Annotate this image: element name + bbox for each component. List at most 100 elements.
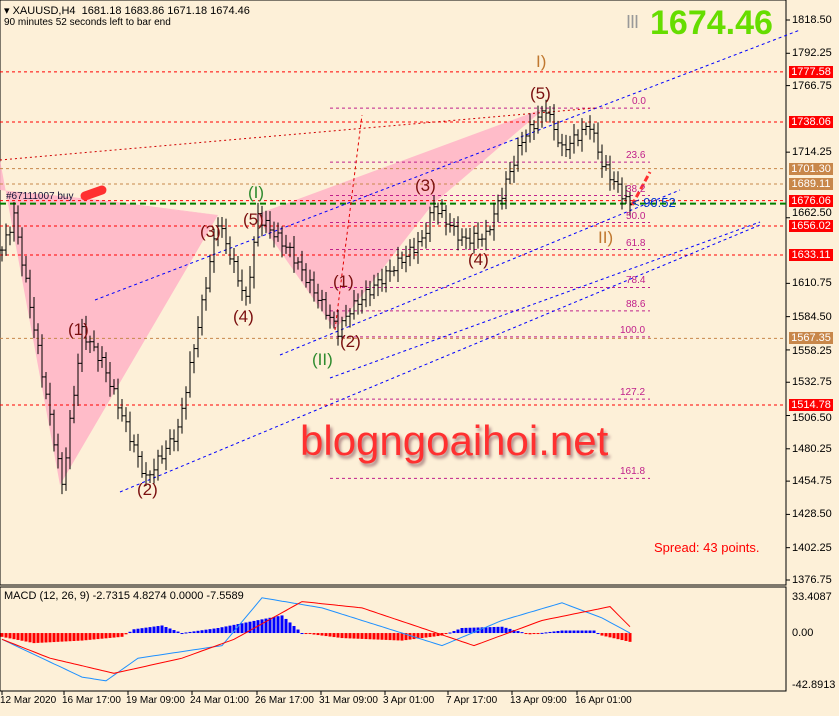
macd-histogram-bar <box>308 633 312 635</box>
macd-histogram-bar <box>188 631 192 634</box>
macd-histogram-bar <box>68 633 72 642</box>
macd-histogram-bar <box>428 633 432 638</box>
macd-histogram-bar <box>52 633 56 643</box>
macd-histogram-bar <box>176 631 180 634</box>
macd-histogram-bar <box>388 633 392 641</box>
macd-label: MACD (12, 26, 9) -2.7315 4.8274 0.0000 -… <box>4 590 244 602</box>
macd-histogram-bar <box>280 615 284 634</box>
macd-histogram-bar <box>484 627 488 634</box>
price-tick-label: 1818.50 <box>792 14 832 26</box>
macd-histogram-bar <box>92 633 96 640</box>
macd-histogram-bar <box>564 630 568 634</box>
harmonic-pattern-1 <box>0 160 218 485</box>
macd-tick-label: -42.8913 <box>792 679 836 691</box>
macd-histogram-bar <box>456 629 460 634</box>
macd-histogram-bar <box>372 633 376 640</box>
macd-histogram-bar <box>60 633 64 642</box>
macd-histogram-bar <box>244 622 248 634</box>
macd-histogram-bar <box>276 616 280 634</box>
wave-label: (1) <box>333 272 354 291</box>
fib-level-label: 100.0 <box>620 324 646 336</box>
wave-label: (I) <box>248 183 265 202</box>
macd-histogram-bar <box>588 630 592 634</box>
macd-histogram-bar <box>16 633 20 640</box>
macd-histogram-bar <box>576 630 580 634</box>
macd-histogram-bar <box>184 632 188 634</box>
macd-histogram-bar <box>296 629 300 634</box>
channel-line <box>279 189 681 356</box>
macd-histogram-bar <box>392 633 396 641</box>
macd-histogram-bar <box>140 628 144 634</box>
dropdown-triangle-icon[interactable]: ▾ <box>4 5 13 17</box>
macd-histogram-bar <box>148 627 152 634</box>
wave-label: (4) <box>233 307 254 326</box>
macd-histogram-bar <box>480 627 484 634</box>
macd-histogram-bar <box>504 627 508 634</box>
time-tick-label: 16 Apr 01:00 <box>575 695 632 706</box>
macd-histogram-bar <box>608 633 612 638</box>
macd-histogram-bar <box>584 630 588 634</box>
macd-histogram-bar <box>104 633 108 639</box>
macd-histogram-bar <box>572 630 576 634</box>
order-label[interactable]: #67111007 buy <box>6 191 74 202</box>
macd-histogram-bar <box>136 628 140 634</box>
fib-level-label: 23.6 <box>626 150 646 162</box>
price-tick-label: 1402.25 <box>792 541 832 554</box>
trend-line <box>334 114 363 331</box>
price-line-label: 1777.58 <box>789 65 833 78</box>
fib-level-label: 88.6 <box>626 298 646 310</box>
macd-histogram-bar <box>624 633 628 641</box>
bar-strength-icon: III <box>626 12 639 32</box>
macd-histogram-bar <box>348 633 352 639</box>
macd-histogram-bar <box>264 618 268 634</box>
forecast-arrow <box>630 171 652 206</box>
wave-label: (1) <box>68 320 89 339</box>
time-tick-label: 16 Mar 17:00 <box>62 695 121 706</box>
price-tick-label: 1428.50 <box>792 508 832 521</box>
wave-label: (2) <box>137 480 158 499</box>
macd-histogram-bar <box>260 619 264 634</box>
macd-histogram-bar <box>604 633 608 637</box>
macd-histogram-bar <box>596 633 600 635</box>
macd-histogram-bar <box>248 621 252 634</box>
wave-label: (3) <box>200 222 221 241</box>
macd-histogram-bar <box>416 633 420 639</box>
wave-label: (II) <box>312 350 333 369</box>
symbol: XAUUSD,H4 <box>12 5 76 17</box>
macd-histogram-bar <box>460 628 464 634</box>
harmonic-pattern-1b <box>0 190 218 215</box>
channel-line <box>329 221 761 379</box>
macd-histogram-bar <box>272 616 276 634</box>
fib-level-label: 127.2 <box>620 387 646 399</box>
macd-histogram-bar <box>128 631 132 634</box>
price-line-label: 1738.06 <box>789 115 833 128</box>
macd-histogram-bar <box>472 627 476 634</box>
macd-histogram-bar <box>488 627 492 634</box>
time-tick-label: 3 Apr 01:00 <box>383 695 435 706</box>
macd-histogram-bar <box>536 633 540 635</box>
macd-histogram-bar <box>380 633 384 640</box>
bar-timer: 90 minutes 52 seconds left to bar end <box>4 17 171 28</box>
macd-histogram-bar <box>432 633 436 637</box>
macd-histogram-bar <box>120 633 124 637</box>
macd-histogram-bar <box>96 633 100 640</box>
ohlc-values: 1681.18 1683.86 1671.18 1674.46 <box>81 5 250 17</box>
price-line-label: 1656.02 <box>789 219 833 232</box>
macd-histogram-bar <box>204 629 208 634</box>
macd-histogram-bar <box>376 633 380 640</box>
macd-histogram-bar <box>220 627 224 634</box>
macd-histogram-bar <box>412 633 416 640</box>
macd-histogram-bar <box>8 633 12 639</box>
macd-histogram-bar <box>464 627 468 634</box>
macd-histogram-bar <box>40 633 44 643</box>
price-tick-label: 1662.50 <box>792 207 832 220</box>
macd-histogram-bar <box>76 633 80 641</box>
macd-histogram-bar <box>160 625 164 634</box>
macd-histogram-bar <box>36 633 40 643</box>
macd-histogram-bar <box>444 633 448 635</box>
macd-histogram-bar <box>560 630 564 634</box>
macd-histogram-bar <box>520 632 524 634</box>
macd-histogram-bar <box>240 623 244 634</box>
macd-histogram-bar <box>364 633 368 640</box>
